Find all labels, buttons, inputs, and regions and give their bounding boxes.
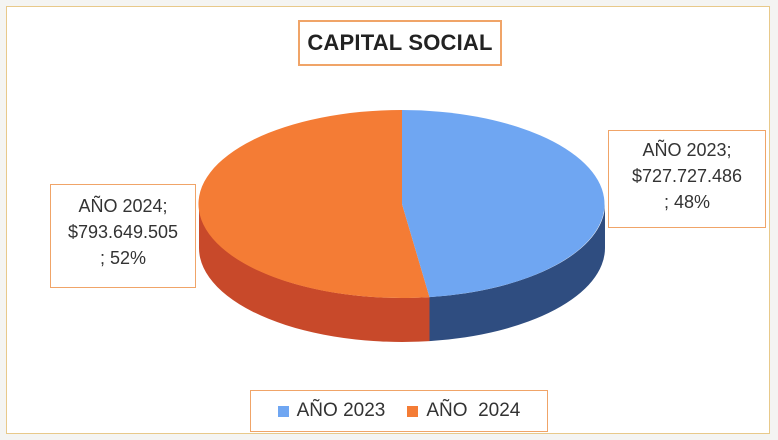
chart-title-box: CAPITAL SOCIAL: [298, 20, 502, 66]
legend-label-2023: AÑO 2023: [296, 400, 386, 421]
data-label-2024: AÑO 2024; $793.649.505 ; 52%: [50, 184, 196, 288]
legend-label-2024: AÑO 2024: [426, 400, 521, 421]
data-label-2024-value: $793.649.505: [67, 222, 179, 242]
legend-swatch-2023: [277, 405, 289, 417]
chart-legend: AÑO 2023 AÑO 2024: [250, 390, 548, 432]
pie-side-2023: [429, 204, 605, 342]
data-label-2023: AÑO 2023; $727.727.486 ; 48%: [608, 130, 766, 228]
pie-slice-2023: [402, 110, 605, 298]
legend-swatch-2024: [407, 405, 419, 417]
data-label-2023-percent: ; 48%: [663, 192, 711, 212]
legend-item-2024: AÑO 2024: [407, 400, 520, 422]
data-label-2024-percent: ; 52%: [99, 248, 147, 268]
pie-side-2024: [199, 204, 430, 342]
data-label-2023-name: AÑO 2023;: [642, 140, 732, 160]
data-label-2023-value: $727.727.486: [631, 166, 743, 186]
data-label-2024-name: AÑO 2024;: [78, 196, 168, 216]
legend-item-2023: AÑO 2023: [277, 400, 386, 422]
chart-title: CAPITAL SOCIAL: [307, 30, 493, 55]
pie-slice-2024: [198, 109, 430, 298]
